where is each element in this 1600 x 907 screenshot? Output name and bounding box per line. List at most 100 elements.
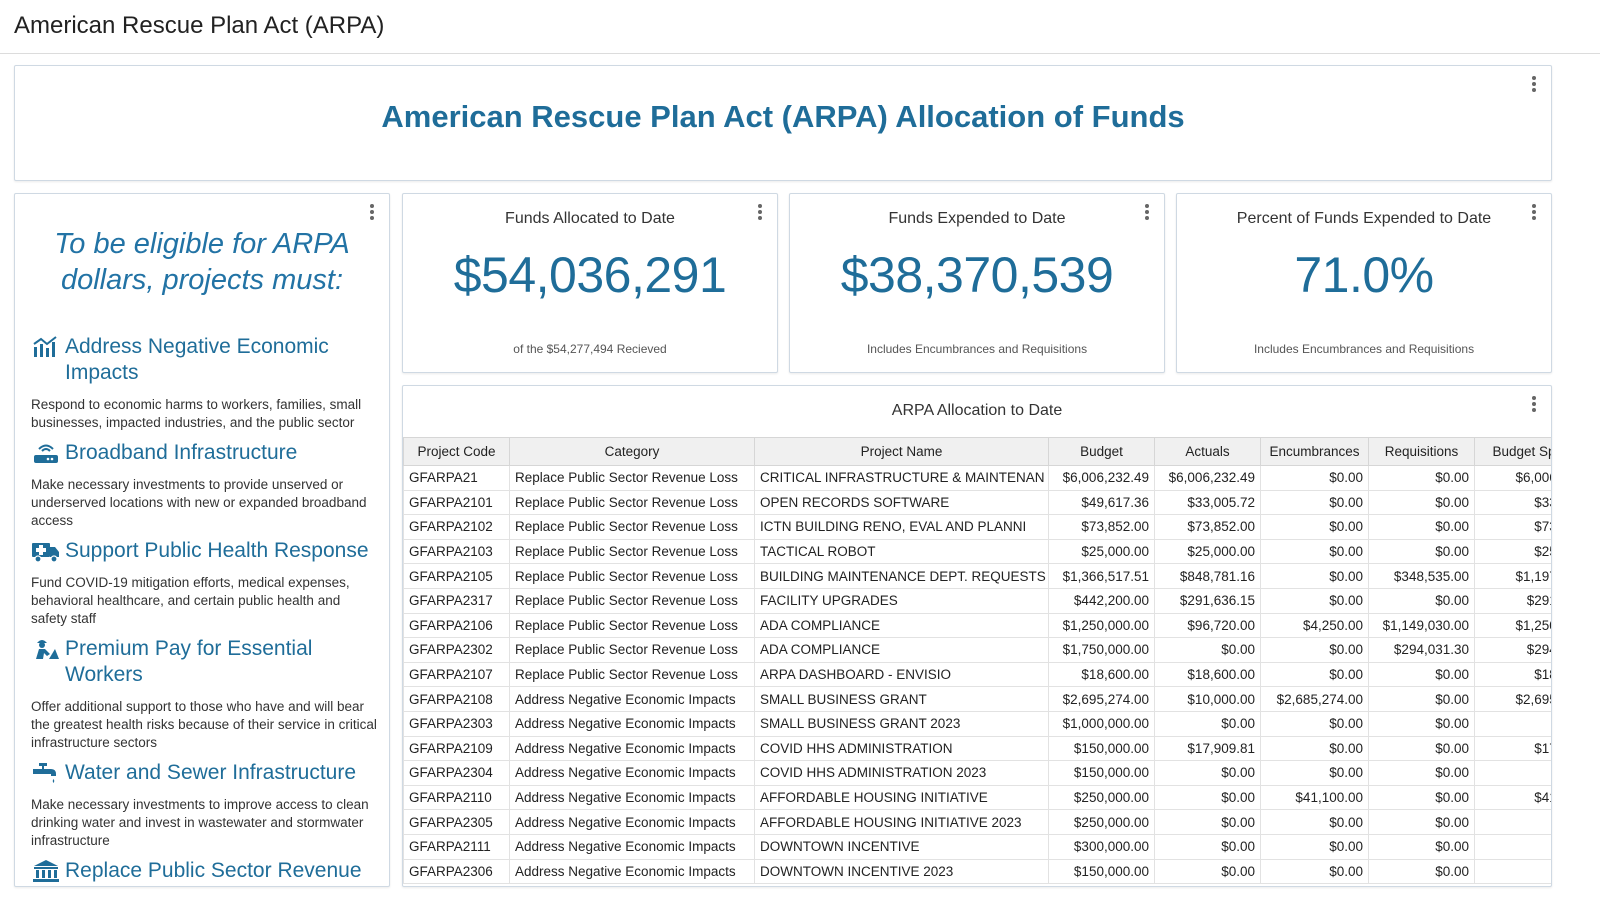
table-cell: AFFORDABLE HOUSING INITIATIVE xyxy=(754,784,1049,811)
table-scroll-area[interactable]: Project Code Category Project Name Budget Ac… xyxy=(403,437,1551,885)
table-row[interactable]: GFARPA2317 Replace Public Sector Revenue … xyxy=(403,587,1551,614)
table-cell: $0.00 xyxy=(1260,858,1369,885)
kpi-card-percent-expended: Percent of Funds Expended to Date 71.0% … xyxy=(1176,193,1552,373)
table-row[interactable]: GFARPA2111 Address Negative Economic Impa… xyxy=(403,833,1551,860)
table-cell: $1,366,517.51 xyxy=(1048,563,1155,589)
table-cell: TACTICAL ROBOT xyxy=(754,538,1049,565)
table-row[interactable]: GFARPA2304 Address Negative Economic Impa… xyxy=(403,760,1551,786)
more-options-icon[interactable] xyxy=(755,202,765,222)
kpi-card-funds-allocated: Funds Allocated to Date $54,036,291 of t… xyxy=(402,193,778,373)
app-title: American Rescue Plan Act (ARPA) xyxy=(14,12,385,39)
table-cell: $33,0 xyxy=(1474,489,1551,516)
table-cell: $2,695,274.00 xyxy=(1048,686,1155,712)
eligibility-item: Replace Public Sector Revenue xyxy=(31,858,379,884)
table-row[interactable]: GFARPA2109 Address Negative Economic Impa… xyxy=(403,735,1551,762)
table-cell: $0.00 xyxy=(1260,489,1369,516)
table-cell: GFARPA2304 xyxy=(403,760,510,786)
table-header-row: Project Code Category Project Name Budget Ac… xyxy=(403,437,1551,466)
column-header[interactable]: Requisitions xyxy=(1368,437,1475,466)
table-cell: DOWNTOWN INCENTIVE 2023 xyxy=(754,858,1049,885)
table-cell: GFARPA2108 xyxy=(403,686,510,712)
table-cell xyxy=(1474,710,1551,737)
table-row[interactable]: GFARPA2306 Address Negative Economic Impa… xyxy=(403,858,1551,885)
table-cell: $41,100.00 xyxy=(1260,784,1369,811)
eligibility-item: Broadband Infrastructure Make necessary … xyxy=(31,440,379,530)
table-cell: $0.00 xyxy=(1368,760,1475,786)
table-cell: $10,000.00 xyxy=(1154,686,1261,712)
table-row[interactable]: GFARPA2106 Replace Public Sector Revenue … xyxy=(403,612,1551,639)
eligibility-card: To be eligible for ARPA dollars, project… xyxy=(14,193,390,887)
table-cell: Address Negative Economic Impacts xyxy=(509,858,755,885)
table-cell: $25,000.00 xyxy=(1048,538,1155,565)
table-title: ARPA Allocation to Date xyxy=(891,402,1063,419)
table-cell: Replace Public Sector Revenue Loss xyxy=(509,637,755,663)
table-cell: GFARPA2103 xyxy=(403,538,510,565)
table-cell: $4,250.00 xyxy=(1260,612,1369,639)
table-row[interactable]: GFARPA2110 Address Negative Economic Impa… xyxy=(403,784,1551,811)
table-cell: $1,750,000.00 xyxy=(1048,637,1155,663)
more-options-icon[interactable] xyxy=(1529,74,1539,94)
column-header[interactable]: Category xyxy=(509,437,755,466)
table-cell: GFARPA2105 xyxy=(403,563,510,589)
table-cell: $0.00 xyxy=(1368,587,1475,614)
eligibility-item-title: Broadband Infrastructure xyxy=(65,441,298,464)
kpi-note: Includes Encumbrances and Requisitions xyxy=(866,342,1088,356)
table-cell: $0.00 xyxy=(1260,661,1369,688)
table-cell: $150,000.00 xyxy=(1048,760,1155,786)
more-options-icon[interactable] xyxy=(1142,202,1152,222)
table-row[interactable]: GFARPA2303 Address Negative Economic Impa… xyxy=(403,710,1551,737)
table-cell: $18,600.00 xyxy=(1048,661,1155,688)
table-cell: $0.00 xyxy=(1260,465,1369,491)
column-header[interactable]: Actuals xyxy=(1154,437,1261,466)
more-options-icon[interactable] xyxy=(1529,202,1539,222)
table-cell: $73,8 xyxy=(1474,514,1551,540)
table-cell: $0.00 xyxy=(1368,858,1475,885)
column-header[interactable]: Project Code xyxy=(403,437,510,466)
table-cell: $0.00 xyxy=(1368,784,1475,811)
table-cell: Replace Public Sector Revenue Loss xyxy=(509,661,755,688)
column-header[interactable]: Budget xyxy=(1048,437,1155,466)
table-cell: $25,000.00 xyxy=(1154,538,1261,565)
more-options-icon[interactable] xyxy=(1529,394,1539,414)
eligibility-heading: To be eligible for ARPA dollars, project… xyxy=(54,228,350,296)
column-header[interactable]: Project Name xyxy=(754,437,1049,466)
table-cell: $150,000.00 xyxy=(1048,735,1155,762)
table-row[interactable]: GFARPA2108 Address Negative Economic Impa… xyxy=(403,686,1551,712)
banner-title: American Rescue Plan Act (ARPA) Allocati… xyxy=(381,99,1185,134)
table-body: GFARPA21 Replace Public Sector Revenue Lo… xyxy=(403,465,1551,885)
table-cell: GFARPA2305 xyxy=(403,809,510,835)
chart-bars-icon xyxy=(33,336,57,357)
table-cell: COVID HHS ADMINISTRATION xyxy=(754,735,1049,762)
table-row[interactable]: GFARPA2302 Replace Public Sector Revenue … xyxy=(403,637,1551,663)
table-row[interactable]: GFARPA2107 Replace Public Sector Revenue … xyxy=(403,661,1551,688)
table-row[interactable]: GFARPA2305 Address Negative Economic Impa… xyxy=(403,809,1551,835)
table-cell: GFARPA2302 xyxy=(403,637,510,663)
table-cell: $294,031.30 xyxy=(1368,637,1475,663)
table-cell: GFARPA2303 xyxy=(403,710,510,737)
table-cell: $0.00 xyxy=(1260,735,1369,762)
table-row[interactable]: GFARPA2101 Replace Public Sector Revenue … xyxy=(403,489,1551,516)
more-options-icon[interactable] xyxy=(367,202,377,222)
eligibility-item-title: Premium Pay for Essential Workers xyxy=(65,637,313,686)
eligibility-item-title: Replace Public Sector Revenue xyxy=(65,859,362,882)
table-cell: $0.00 xyxy=(1260,637,1369,663)
table-cell: $2,695,2 xyxy=(1474,686,1551,712)
column-header[interactable]: Encumbrances xyxy=(1260,437,1369,466)
table-cell: $0.00 xyxy=(1368,465,1475,491)
allocation-table-card: ARPA Allocation to Date Project Code Cate… xyxy=(402,385,1552,887)
table-row[interactable]: GFARPA2102 Replace Public Sector Revenue … xyxy=(403,514,1551,540)
table-cell: $0.00 xyxy=(1260,538,1369,565)
table-cell: $25,0 xyxy=(1474,538,1551,565)
table-row[interactable]: GFARPA2103 Replace Public Sector Revenue … xyxy=(403,538,1551,565)
table-cell: Replace Public Sector Revenue Loss xyxy=(509,489,755,516)
eligibility-item-desc: Make necessary investments to improve ac… xyxy=(31,797,369,848)
table-cell: OPEN RECORDS SOFTWARE xyxy=(754,489,1049,516)
table-cell: $348,535.00 xyxy=(1368,563,1475,589)
table-cell: Address Negative Economic Impacts xyxy=(509,784,755,811)
table-cell: Replace Public Sector Revenue Loss xyxy=(509,612,755,639)
table-row[interactable]: GFARPA2105 Replace Public Sector Revenue … xyxy=(403,563,1551,589)
table-row[interactable]: GFARPA21 Replace Public Sector Revenue Lo… xyxy=(403,465,1551,491)
table-cell: $291,6 xyxy=(1474,587,1551,614)
eligibility-item-desc: Fund COVID-19 mitigation efforts, medica… xyxy=(31,575,350,626)
column-header[interactable]: Budget Sp xyxy=(1474,437,1551,466)
